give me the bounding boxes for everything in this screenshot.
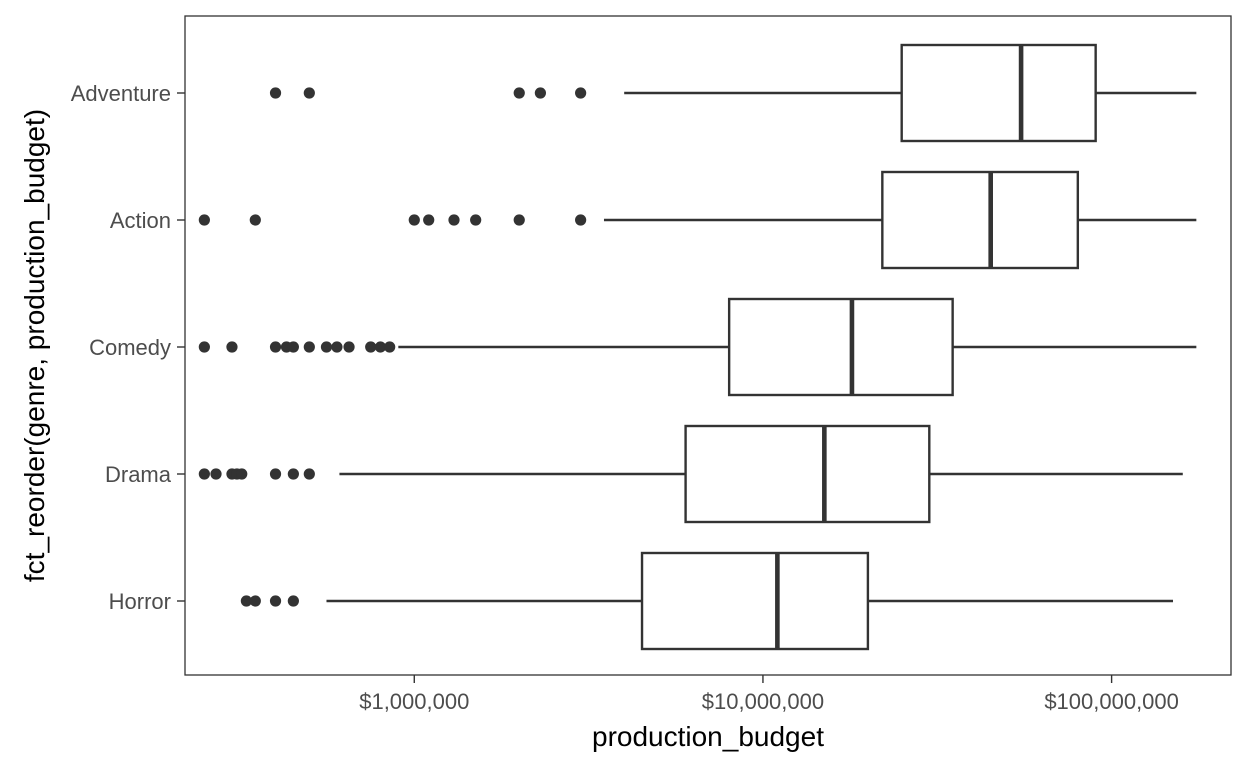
y-tick-label-horror: Horror	[109, 589, 171, 614]
outlier-point-drama	[287, 468, 299, 480]
iqr-box-comedy	[727, 297, 954, 397]
outlier-point-drama	[210, 468, 222, 480]
y-axis-title: fct_reorder(genre, production_budget)	[19, 109, 50, 582]
outlier-point-horror	[269, 595, 282, 607]
outlier-point-action	[513, 214, 525, 226]
iqr-box-horror	[640, 551, 870, 651]
y-tick-label-comedy: Comedy	[89, 335, 171, 360]
x-tick-label: $10,000,000	[702, 689, 824, 714]
outlier-point-drama	[303, 468, 315, 480]
outlier-point-comedy	[269, 341, 282, 353]
outlier-point-horror	[249, 595, 261, 607]
box-horror	[326, 551, 1174, 651]
box-adventure	[624, 43, 1197, 143]
outlier-point-adventure	[269, 87, 282, 99]
outlier-point-comedy	[343, 341, 355, 353]
outlier-point-horror	[240, 595, 252, 607]
outlier-point-drama	[269, 468, 282, 480]
outlier-point-comedy	[320, 341, 333, 353]
outlier-point-adventure	[303, 87, 315, 99]
outlier-point-action	[249, 214, 261, 226]
outlier-point-comedy	[287, 341, 299, 353]
outlier-point-comedy	[384, 341, 396, 353]
outlier-point-action	[423, 214, 435, 226]
iqr-box-action	[881, 170, 1080, 270]
outlier-point-comedy	[331, 341, 343, 353]
iqr-box-adventure	[900, 43, 1097, 143]
iqr-box-drama	[684, 424, 931, 524]
outlier-point-comedy	[198, 341, 210, 353]
box-comedy	[398, 297, 1197, 397]
outlier-point-adventure	[575, 87, 587, 99]
outlier-point-action	[198, 214, 210, 226]
y-axis: Horror Drama Comedy Action Adventure	[71, 81, 185, 614]
outlier-point-comedy	[226, 341, 238, 353]
x-tick-label: $100,000,000	[1044, 689, 1179, 714]
box-drama	[339, 424, 1183, 524]
x-tick-label: $1,000,000	[359, 689, 469, 714]
outlier-point-action	[408, 214, 420, 226]
outlier-point-comedy	[374, 341, 387, 353]
outliers-layer	[198, 87, 587, 607]
outlier-point-comedy	[365, 341, 377, 353]
x-axis-title: production_budget	[592, 721, 824, 752]
boxes-layer	[326, 43, 1197, 651]
y-tick-label-action: Action	[110, 208, 171, 233]
outlier-point-action	[448, 214, 460, 226]
outlier-point-adventure	[534, 87, 546, 99]
outlier-point-comedy	[303, 341, 315, 353]
box-action	[603, 170, 1197, 270]
outlier-point-drama	[236, 468, 248, 480]
outlier-point-action	[470, 214, 482, 226]
outlier-point-horror	[287, 595, 299, 607]
outlier-point-drama	[198, 468, 210, 480]
x-axis: $1,000,000 $10,000,000 $100,000,000	[359, 675, 1179, 714]
outlier-point-action	[575, 214, 587, 226]
y-tick-label-adventure: Adventure	[71, 81, 171, 106]
outlier-point-adventure	[513, 87, 525, 99]
y-tick-label-drama: Drama	[105, 462, 172, 487]
plot-panel-border	[184, 15, 1232, 676]
